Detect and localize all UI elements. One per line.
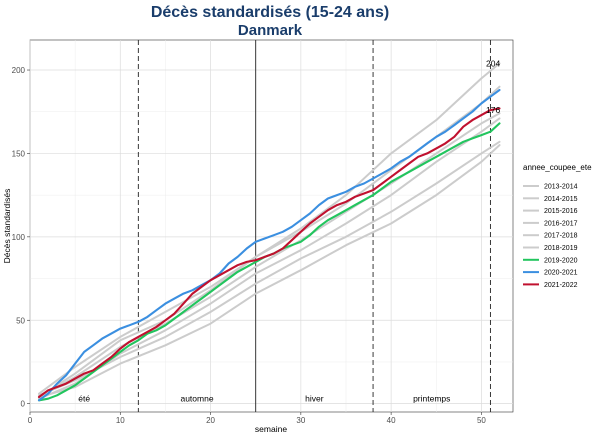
series-line-2017-2018: [38, 112, 501, 398]
season-label: automne: [180, 394, 213, 404]
chart-title: Décès standardisés (15-24 ans): [151, 4, 389, 21]
x-tick-label: 30: [296, 416, 305, 425]
legend-label: 2013-2014: [544, 184, 578, 191]
plot-panel: [29, 39, 514, 413]
y-tick-label: 200: [12, 66, 26, 75]
legend-label: 2018-2019: [544, 245, 578, 252]
x-axis-title: semaine: [255, 424, 287, 434]
legend: annee_coupee_ete 2013-2014 2014-2015 2015-…: [523, 163, 592, 289]
series-line-2015-2016: [38, 62, 501, 398]
chart-subtitle: Danmark: [238, 22, 303, 39]
legend-label: 2016-2017: [544, 220, 578, 227]
axes-layer: 0 50 100 150 200 0 10 20 30 40 50: [12, 66, 487, 425]
y-tick-label: 150: [12, 149, 26, 158]
season-label: printemps: [413, 394, 450, 404]
season-label: hiver: [305, 394, 324, 404]
y-tick-label: 50: [16, 316, 25, 325]
legend-label: 2019-2020: [544, 257, 578, 264]
x-tick-label: 10: [116, 416, 125, 425]
season-label: été: [78, 394, 90, 404]
series-line-2020-2021: [37, 88, 501, 402]
legend-label: 2015-2016: [544, 208, 578, 215]
end-value-label: 204: [486, 58, 500, 68]
series-line-2021-2022: [37, 107, 501, 399]
x-tick-label: 0: [28, 416, 33, 425]
legend-label: 2014-2015: [544, 196, 578, 203]
series-line-2013-2014: [38, 144, 501, 398]
legend-label: 2020-2021: [544, 270, 578, 277]
y-tick-label: 0: [21, 400, 26, 409]
y-tick-label: 100: [12, 233, 26, 242]
gridlines: [29, 40, 513, 412]
series-layer: [37, 62, 501, 402]
series-line-2016-2017: [38, 85, 501, 395]
series-line-2014-2015: [38, 140, 501, 397]
legend-title: annee_coupee_ete: [523, 163, 592, 172]
x-tick-label: 20: [206, 416, 215, 425]
vertical-reference-lines: [137, 40, 491, 412]
x-tick-label: 40: [387, 416, 396, 425]
legend-label: 2017-2018: [544, 233, 578, 240]
x-tick-label: 50: [477, 416, 486, 425]
end-value-label: 176: [486, 105, 500, 115]
legend-label: 2021-2022: [544, 282, 578, 289]
annotations-layer: été automne hiver printemps 204 176: [78, 58, 500, 403]
y-axis-title: Décès standardisés: [2, 189, 12, 264]
